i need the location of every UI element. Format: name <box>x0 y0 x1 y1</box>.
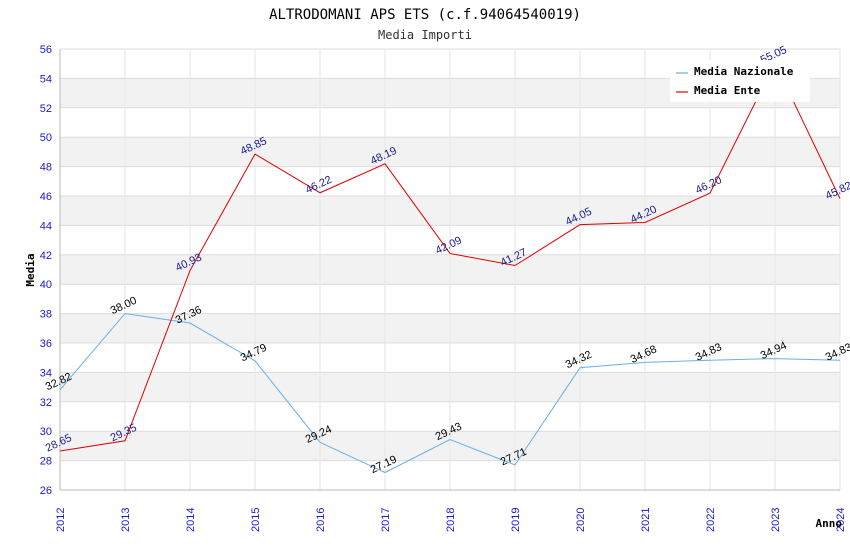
x-tick-label: 2014 <box>185 508 197 532</box>
legend: Media Nazionale Media Ente <box>670 60 810 102</box>
y-axis-ticks: 26 28 30 32 34 36 38 40 42 44 46 48 50 52 54 56 <box>40 44 52 497</box>
legend-label-media-ente: Media Ente <box>694 84 761 97</box>
x-axis-ticks: 2012 2013 2014 2015 2016 2017 2018 2019 2020 2021… <box>55 508 847 532</box>
y-axis-label: Media <box>24 253 37 286</box>
y-tick-label: 38 <box>40 309 52 321</box>
x-tick-label: 2013 <box>120 508 132 532</box>
x-tick-label: 2021 <box>640 508 652 532</box>
x-tick-label: 2012 <box>55 508 67 532</box>
y-tick-label: 48 <box>40 162 52 174</box>
x-tick-label: 2020 <box>575 508 587 532</box>
grid-lines <box>59 48 841 491</box>
y-tick-label: 46 <box>40 191 52 203</box>
y-tick-label: 32 <box>40 397 52 409</box>
x-tick-label: 2017 <box>380 508 392 532</box>
y-tick-label: 34 <box>40 367 52 379</box>
x-tick-label: 2016 <box>315 508 327 532</box>
y-tick-label: 26 <box>40 485 52 497</box>
legend-label-media-nazionale: Media Nazionale <box>694 65 794 78</box>
y-tick-label: 50 <box>40 132 52 144</box>
x-tick-label: 2024 <box>835 508 847 532</box>
y-tick-label: 42 <box>40 250 52 262</box>
y-tick-label: 36 <box>40 338 52 350</box>
chart-title: ALTRODOMANI APS ETS (c.f.94064540019) <box>269 7 581 23</box>
legend-box <box>670 60 810 102</box>
x-axis-label: Anno <box>816 517 843 530</box>
x-tick-label: 2015 <box>250 508 262 532</box>
x-tick-label: 2018 <box>445 508 457 532</box>
x-tick-label: 2023 <box>770 508 782 532</box>
series-lines <box>59 61 841 474</box>
y-tick-label: 52 <box>40 103 52 115</box>
series-line-media-ente <box>59 61 841 452</box>
series-line-media-nazionale <box>59 313 841 474</box>
chart-subtitle: Media Importi <box>378 28 472 42</box>
x-tick-label: 2022 <box>705 508 717 532</box>
x-tick-label: 2019 <box>510 508 522 532</box>
y-tick-label: 40 <box>40 279 52 291</box>
y-tick-label: 28 <box>40 456 52 468</box>
y-tick-label: 30 <box>40 426 52 438</box>
y-tick-label: 56 <box>40 44 52 56</box>
y-tick-label: 54 <box>40 73 52 85</box>
y-tick-label: 44 <box>40 220 52 232</box>
